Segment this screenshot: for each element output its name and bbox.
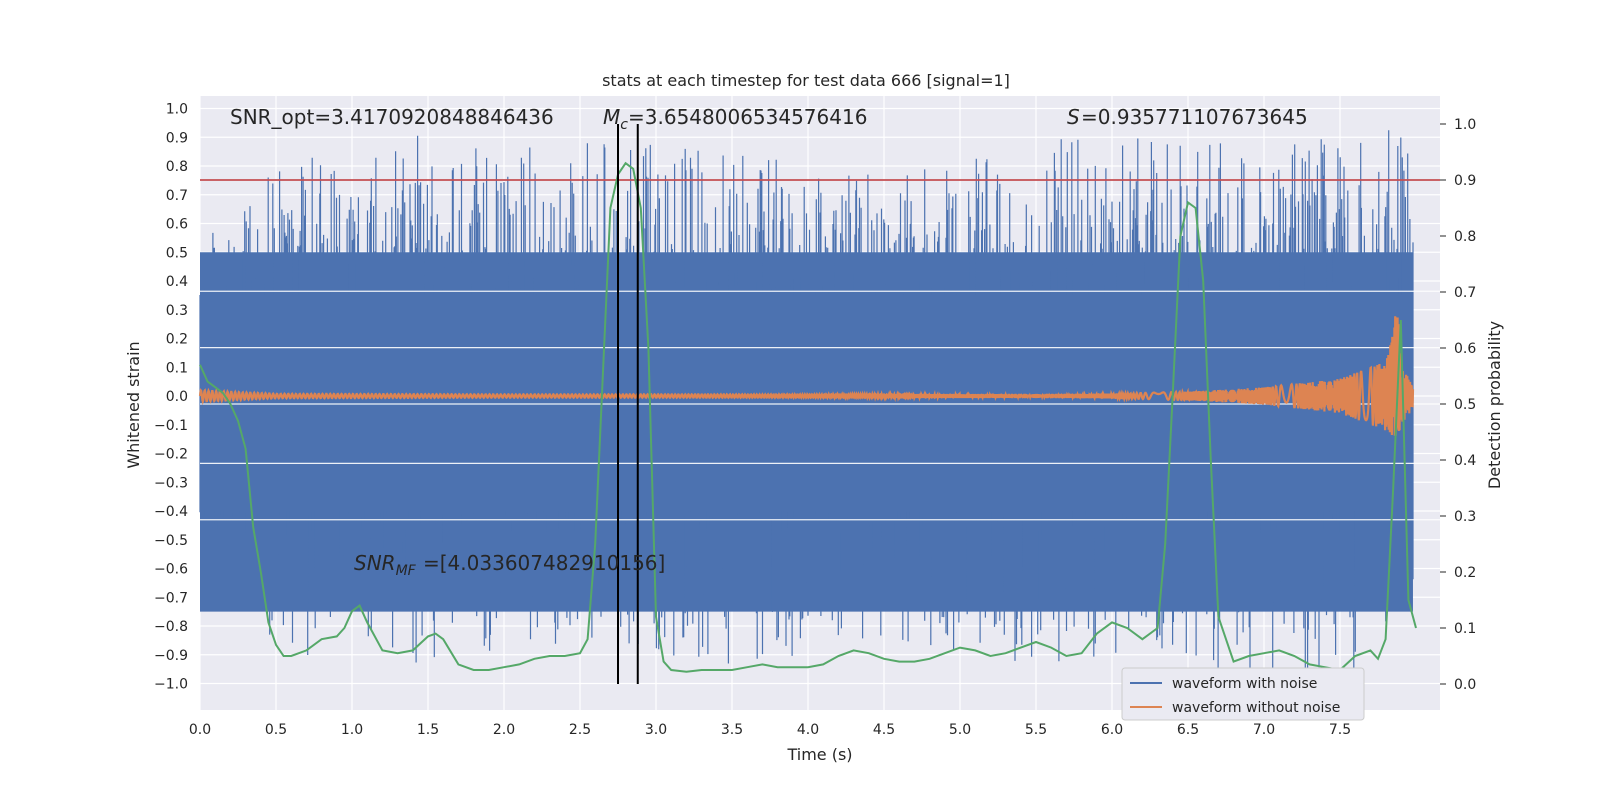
x-tick-label: 5.5: [1025, 722, 1047, 738]
noise-waveform-layer: [199, 130, 1440, 673]
y-tick-label: 0.3: [166, 303, 188, 319]
y-tick-label: 0.2: [166, 332, 188, 348]
y-tick-label: 0.8: [166, 159, 188, 175]
x-axis-label: Time (s): [786, 745, 852, 764]
x-tick-label: 6.0: [1101, 722, 1123, 738]
y-tick-label: −0.7: [154, 590, 188, 606]
legend-label-noise: waveform with noise: [1172, 676, 1317, 692]
x-axis-ticks: 0.0 0.5 1.0 1.5 2.0 2.5 3.0 3.5 4.0 4.5 5.0 5.5 6.0 6…: [189, 722, 1351, 738]
y-tick-label: −0.4: [154, 504, 188, 520]
y2-tick-label: 0.4: [1454, 453, 1476, 469]
y-axis-label: Whitened strain: [124, 341, 143, 468]
svg-text:=[4.033607482910156]: =[4.033607482910156]: [423, 551, 665, 575]
y-tick-label: 0.9: [166, 130, 188, 146]
x-tick-label: 7.5: [1329, 722, 1351, 738]
y2-axis-ticks: 1.0 0.9 0.8 0.7 0.6 0.5 0.4 0.3 0.2 0.1 0.0: [1440, 117, 1476, 693]
y-tick-label: 0.1: [166, 360, 188, 376]
y2-tick-label: 0.6: [1454, 341, 1476, 357]
y2-tick-label: 1.0: [1454, 117, 1476, 133]
x-tick-label: 6.5: [1177, 722, 1199, 738]
chart-title: stats at each timestep for test data 666…: [602, 71, 1010, 90]
legend: waveform with noise waveform without noi…: [1121, 667, 1365, 721]
y-tick-label: 0.0: [166, 389, 188, 405]
svg-text:=3.6548006534576416: =3.6548006534576416: [628, 105, 867, 129]
svg-text:=0.935771107673645: =0.935771107673645: [1081, 105, 1308, 129]
y-tick-label: 1.0: [166, 102, 188, 118]
y-tick-label: −0.2: [154, 447, 188, 463]
x-tick-label: 3.5: [721, 722, 743, 738]
y2-tick-label: 0.8: [1454, 229, 1476, 245]
y-tick-label: −0.9: [154, 648, 188, 664]
x-tick-label: 2.5: [569, 722, 591, 738]
y2-tick-label: 0.1: [1454, 621, 1476, 637]
y2-tick-label: 0.5: [1454, 397, 1476, 413]
x-tick-label: 0.5: [265, 722, 287, 738]
legend-label-signal: waveform without noise: [1172, 700, 1340, 716]
y2-tick-label: 0.3: [1454, 509, 1476, 525]
x-tick-label: 4.5: [873, 722, 895, 738]
x-tick-label: 1.5: [417, 722, 439, 738]
signal-waveform-line: [198, 316, 1415, 436]
x-tick-label: 3.0: [645, 722, 667, 738]
probability-layer: [199, 161, 1440, 673]
y-tick-label: −0.3: [154, 475, 188, 491]
y-tick-label: −0.6: [154, 562, 188, 578]
y2-tick-label: 0.2: [1454, 565, 1476, 581]
vertical-markers: [617, 124, 639, 684]
y-tick-label: −0.1: [154, 418, 188, 434]
legend-box: [1121, 667, 1365, 721]
svg-text:S: S: [1067, 105, 1080, 129]
y-tick-label: 0.6: [166, 217, 188, 233]
x-tick-label: 7.0: [1253, 722, 1275, 738]
annotation-snr-opt: SNR_opt=3.4170920848846436: [230, 105, 554, 129]
x-tick-label: 0.0: [189, 722, 211, 738]
y-tick-label: −0.5: [154, 533, 188, 549]
y2-tick-label: 0.0: [1454, 677, 1476, 693]
y2-tick-label: 0.9: [1454, 173, 1476, 189]
y-tick-label: 0.4: [166, 274, 188, 290]
signal-waveform-layer: [198, 316, 1415, 436]
y-tick-label: −1.0: [154, 677, 188, 693]
annotation-s: S =0.935771107673645: [1067, 105, 1308, 129]
y-tick-label: −0.8: [154, 619, 188, 635]
x-tick-label: 2.0: [493, 722, 515, 738]
x-tick-label: 5.0: [949, 722, 971, 738]
x-tick-label: 4.0: [797, 722, 819, 738]
y2-axis-label: Detection probability: [1485, 321, 1504, 489]
y2-tick-label: 0.7: [1454, 285, 1476, 301]
y-tick-label: 0.7: [166, 188, 188, 204]
y-axis-ticks: 1.0 0.9 0.8 0.7 0.6 0.5 0.4 0.3 0.2 0.1 0.0 −0.1 −0.…: [154, 102, 188, 693]
detection-probability-line: [199, 161, 1417, 673]
annotation-mc: Mc =3.6548006534576416: [603, 105, 867, 133]
x-tick-label: 1.0: [341, 722, 363, 738]
y-tick-label: 0.5: [166, 245, 188, 261]
